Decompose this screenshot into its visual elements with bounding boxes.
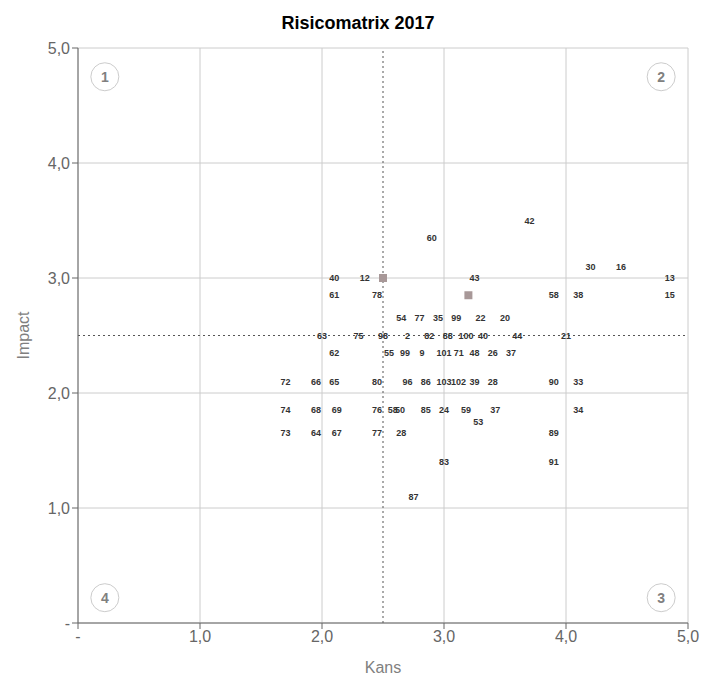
svg-text:76: 76 bbox=[372, 405, 382, 415]
svg-text:58: 58 bbox=[387, 405, 398, 416]
svg-text:65: 65 bbox=[329, 377, 339, 387]
svg-text:43: 43 bbox=[469, 273, 479, 283]
svg-text:61: 61 bbox=[329, 290, 339, 300]
svg-text:Impact: Impact bbox=[15, 311, 32, 360]
svg-text:74: 74 bbox=[280, 405, 290, 415]
svg-text:4,0: 4,0 bbox=[48, 155, 70, 172]
svg-text:22: 22 bbox=[476, 313, 486, 323]
svg-text:28: 28 bbox=[488, 377, 498, 387]
svg-text:59: 59 bbox=[461, 405, 471, 415]
svg-text:1,0: 1,0 bbox=[189, 628, 211, 645]
svg-text:44: 44 bbox=[512, 331, 522, 341]
svg-text:87: 87 bbox=[408, 492, 418, 502]
svg-text:1: 1 bbox=[101, 69, 109, 85]
svg-text:2: 2 bbox=[657, 69, 665, 85]
svg-text:2,0: 2,0 bbox=[311, 628, 333, 645]
svg-text:35: 35 bbox=[433, 313, 443, 323]
svg-text:63: 63 bbox=[317, 331, 327, 341]
svg-text:68: 68 bbox=[311, 405, 321, 415]
svg-text:101: 101 bbox=[436, 348, 451, 358]
svg-text:62: 62 bbox=[329, 348, 339, 358]
svg-text:72: 72 bbox=[280, 377, 290, 387]
svg-text:30: 30 bbox=[585, 262, 595, 272]
svg-text:37: 37 bbox=[490, 405, 500, 415]
svg-text:2: 2 bbox=[405, 331, 410, 341]
svg-text:103: 103 bbox=[436, 377, 451, 387]
svg-text:3,0: 3,0 bbox=[433, 628, 455, 645]
svg-text:78: 78 bbox=[372, 290, 382, 300]
svg-text:77: 77 bbox=[415, 313, 425, 323]
svg-text:37: 37 bbox=[506, 348, 516, 358]
svg-text:102: 102 bbox=[451, 377, 466, 387]
svg-text:54: 54 bbox=[396, 313, 406, 323]
svg-text:1,0: 1,0 bbox=[48, 500, 70, 517]
svg-text:-: - bbox=[75, 628, 80, 645]
svg-text:4: 4 bbox=[101, 590, 109, 606]
svg-text:86: 86 bbox=[421, 377, 431, 387]
svg-text:91: 91 bbox=[549, 457, 559, 467]
svg-text:28: 28 bbox=[396, 428, 406, 438]
svg-text:34: 34 bbox=[573, 405, 583, 415]
svg-text:89: 89 bbox=[549, 428, 559, 438]
svg-text:88: 88 bbox=[443, 331, 453, 341]
svg-text:4,0: 4,0 bbox=[555, 628, 577, 645]
svg-text:-: - bbox=[65, 615, 70, 632]
svg-text:60: 60 bbox=[427, 233, 437, 243]
svg-text:39: 39 bbox=[469, 377, 479, 387]
svg-text:71: 71 bbox=[454, 348, 464, 358]
svg-text:66: 66 bbox=[311, 377, 321, 387]
svg-text:55: 55 bbox=[384, 348, 394, 358]
svg-text:3,0: 3,0 bbox=[48, 270, 70, 287]
svg-text:90: 90 bbox=[549, 377, 559, 387]
svg-text:96: 96 bbox=[402, 377, 412, 387]
svg-text:99: 99 bbox=[400, 348, 410, 358]
svg-text:12: 12 bbox=[360, 273, 370, 283]
svg-text:21: 21 bbox=[561, 331, 571, 341]
svg-text:98: 98 bbox=[378, 331, 388, 341]
svg-text:50: 50 bbox=[395, 405, 405, 415]
svg-text:5,0: 5,0 bbox=[677, 628, 699, 645]
svg-text:9: 9 bbox=[420, 348, 425, 358]
svg-text:99: 99 bbox=[451, 313, 461, 323]
svg-text:3: 3 bbox=[657, 590, 665, 606]
svg-text:24: 24 bbox=[439, 405, 449, 415]
svg-text:48: 48 bbox=[469, 348, 479, 358]
svg-text:69: 69 bbox=[332, 405, 342, 415]
svg-text:73: 73 bbox=[280, 428, 290, 438]
svg-text:42: 42 bbox=[524, 216, 534, 226]
svg-text:82: 82 bbox=[424, 331, 434, 341]
svg-text:15: 15 bbox=[665, 290, 675, 300]
svg-text:83: 83 bbox=[439, 457, 449, 467]
svg-text:53: 53 bbox=[473, 417, 483, 427]
svg-text:40: 40 bbox=[329, 273, 339, 283]
svg-text:16: 16 bbox=[616, 262, 626, 272]
svg-text:100: 100 bbox=[458, 331, 473, 341]
svg-text:26: 26 bbox=[488, 348, 498, 358]
svg-text:77: 77 bbox=[372, 428, 382, 438]
svg-text:67: 67 bbox=[332, 428, 342, 438]
svg-text:80: 80 bbox=[372, 377, 382, 387]
svg-text:5,0: 5,0 bbox=[48, 40, 70, 57]
svg-text:Kans: Kans bbox=[365, 659, 401, 676]
svg-text:38: 38 bbox=[573, 290, 583, 300]
svg-text:13: 13 bbox=[665, 273, 675, 283]
svg-text:20: 20 bbox=[500, 313, 510, 323]
svg-text:85: 85 bbox=[421, 405, 431, 415]
svg-text:33: 33 bbox=[573, 377, 583, 387]
svg-text:2,0: 2,0 bbox=[48, 385, 70, 402]
html-text:Risicomatrix 2017: Risicomatrix 2017 bbox=[281, 13, 435, 33]
svg-text:64: 64 bbox=[311, 428, 321, 438]
svg-text:75: 75 bbox=[354, 331, 364, 341]
svg-text:58: 58 bbox=[549, 290, 559, 300]
svg-text:40: 40 bbox=[478, 331, 488, 341]
